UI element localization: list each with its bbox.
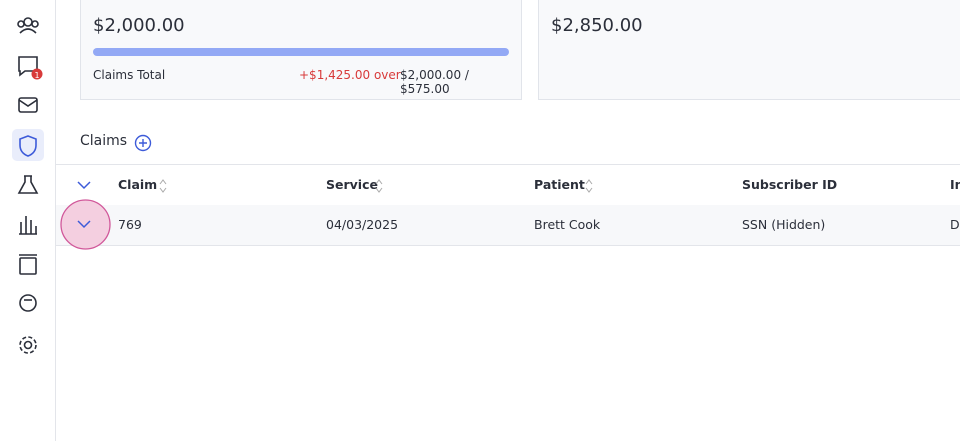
table-row[interactable]: 769 04/03/2025 Brett Cook SSN (Hidden) D xyxy=(56,199,960,250)
doctor-icon[interactable] xyxy=(19,294,37,312)
sort-icon[interactable] xyxy=(584,178,594,194)
sidebar-icons: 1 xyxy=(12,17,44,354)
mail-icon[interactable] xyxy=(18,97,38,113)
settings-icon[interactable] xyxy=(19,336,37,354)
over-amount: +$1,425.00 over xyxy=(299,68,401,82)
table-header: Claim Service Patient Subscriber ID In xyxy=(56,164,960,206)
progress-bar xyxy=(93,48,509,56)
header-cutoff[interactable]: In xyxy=(950,177,960,192)
header-patient[interactable]: Patient xyxy=(534,177,585,192)
amount: $2,000.00 xyxy=(93,15,185,36)
chart-icon[interactable] xyxy=(19,216,37,235)
shield-icon[interactable] xyxy=(19,135,37,157)
header-service[interactable]: Service xyxy=(326,177,378,192)
sort-icon[interactable] xyxy=(158,178,168,194)
amount: $2,850.00 xyxy=(551,15,643,36)
main: $2,000.00 Claims Total +$1,425.00 over $… xyxy=(56,0,960,441)
patient: Brett Cook xyxy=(534,217,601,232)
ratio: $2,000.00 / $575.00 xyxy=(400,68,469,96)
active-highlight xyxy=(12,129,44,161)
summary-card: $2,850.00 xyxy=(538,0,960,100)
sidebar: 1 xyxy=(0,0,56,441)
lab-icon[interactable] xyxy=(17,175,39,194)
label: Claims Total xyxy=(93,68,166,82)
claim-id: 769 xyxy=(118,217,142,232)
summary-card: $2,000.00 Claims Total +$1,425.00 over $… xyxy=(80,0,522,100)
header-claim[interactable]: Claim xyxy=(118,177,158,192)
add-button[interactable] xyxy=(134,134,152,152)
messages-icon[interactable] xyxy=(18,56,38,77)
subscriber-id: SSN (Hidden) xyxy=(742,217,826,232)
cutoff-cell: D xyxy=(950,217,960,232)
sort-icon[interactable] xyxy=(374,178,384,194)
expand-row[interactable] xyxy=(60,199,112,251)
service-date: 04/03/2025 xyxy=(326,217,399,232)
header-subscriber[interactable]: Subscriber ID xyxy=(742,177,838,192)
badge-count: 1 xyxy=(34,71,39,80)
badge xyxy=(31,68,43,80)
rx-icon[interactable] xyxy=(19,254,37,275)
people-icon[interactable] xyxy=(17,17,39,34)
collapse-all[interactable] xyxy=(76,179,92,191)
section-title: Claims xyxy=(80,133,128,149)
